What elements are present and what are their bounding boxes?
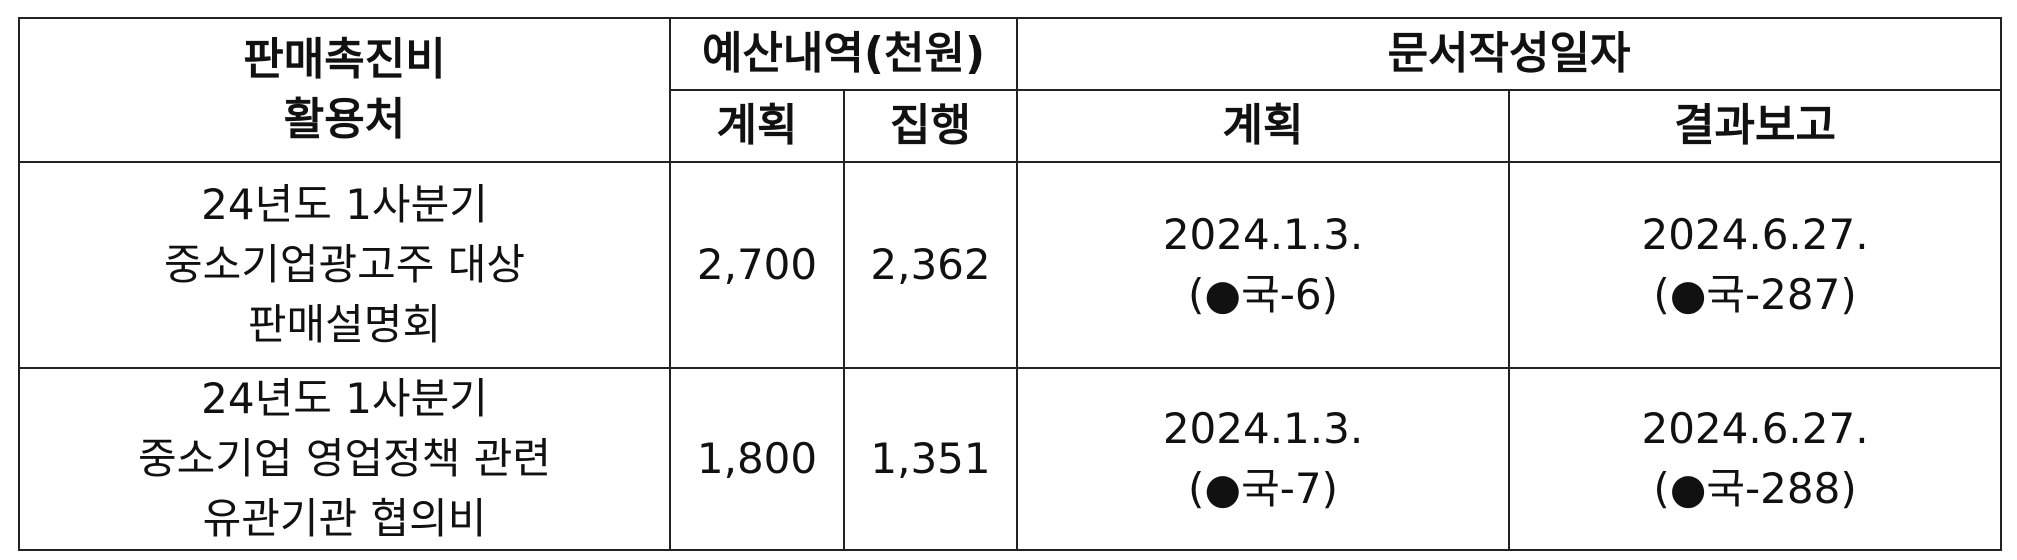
- report-date-cell: 2024.6.27. (●국-287): [1508, 161, 2003, 369]
- header-doc-date: 문서작성일자: [1016, 17, 2003, 91]
- plan-date: 2024.1.3.: [1162, 210, 1364, 259]
- table-row: 24년도 1사분기 중소기업 영업정책 관련 유관기관 협의비 1,800 1,…: [18, 367, 2003, 551]
- header-target: 판매촉진비 활용처: [18, 17, 671, 163]
- target-cell: 24년도 1사분기 중소기업광고주 대상 판매설명회: [18, 161, 671, 369]
- target-line: 중소기업광고주 대상: [163, 240, 526, 289]
- report-date-cell: 2024.6.27. (●국-288): [1508, 367, 2003, 551]
- executed-amount-cell: 1,351: [842, 367, 1019, 551]
- plan-doc-number: (●국-7): [1188, 464, 1338, 513]
- report-doc-number: (●국-288): [1653, 464, 1857, 513]
- header-budget: 예산내역(천원): [668, 17, 1019, 91]
- plan-doc-number: (●국-6): [1188, 270, 1338, 319]
- table-row: 24년도 1사분기 중소기업광고주 대상 판매설명회 2,700 2,362 2…: [18, 161, 2003, 369]
- plan-amount-cell: 2,700: [669, 161, 845, 369]
- target-cell: 24년도 1사분기 중소기업 영업정책 관련 유관기관 협의비: [18, 367, 671, 551]
- target-line: 중소기업 영업정책 관련: [137, 434, 552, 483]
- header-budget-plan: 계획: [669, 89, 845, 163]
- report-date: 2024.6.27.: [1641, 210, 1869, 259]
- report-date: 2024.6.27.: [1641, 404, 1869, 453]
- plan-amount-cell: 1,800: [669, 367, 845, 551]
- target-line: 유관기관 협의비: [202, 494, 487, 543]
- plan-date-cell: 2024.1.3. (●국-6): [1016, 161, 1511, 369]
- header-date-plan: 계획: [1016, 89, 1511, 163]
- header-row-1: 판매촉진비 활용처 예산내역(천원) 문서작성일자: [18, 17, 2003, 163]
- target-line: 24년도 1사분기: [201, 180, 488, 229]
- header-date-report: 결과보고: [1508, 89, 2003, 163]
- plan-date-cell: 2024.1.3. (●국-7): [1016, 367, 1511, 551]
- executed-amount-cell: 2,362: [842, 161, 1019, 369]
- report-doc-number: (●국-287): [1653, 270, 1857, 319]
- header-target-line1: 판매촉진비: [243, 34, 446, 85]
- target-line: 24년도 1사분기: [201, 374, 488, 423]
- header-row-2: 계획 집행 계획 결과보고: [19, 89, 2003, 163]
- header-target-line2: 활용처: [283, 94, 406, 145]
- plan-date: 2024.1.3.: [1162, 404, 1364, 453]
- target-line: 판매설명회: [247, 300, 442, 349]
- header-budget-exec: 집행: [842, 89, 1019, 163]
- promotion-expense-table: 판매촉진비 활용처 예산내역(천원) 문서작성일자 계획 집행 계획 결과보고 …: [18, 17, 2003, 551]
